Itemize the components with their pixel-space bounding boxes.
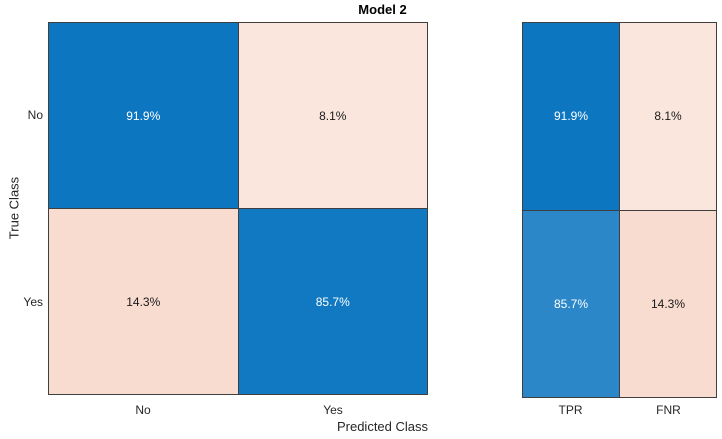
matrix-cell-no-no: 91.9% (49, 23, 238, 208)
summary-cell-value: 85.7% (553, 296, 589, 311)
matrix-cell-value: 85.7% (315, 294, 350, 309)
y-axis-label: True Class (6, 176, 22, 240)
x-tick-yes: Yes (323, 403, 343, 417)
x-axis-label: Predicted Class (336, 419, 429, 434)
matrix-cell-value: 91.9% (126, 108, 161, 123)
summary-cell-value: 8.1% (654, 109, 682, 124)
summary-cell-value: 14.3% (650, 296, 686, 311)
summary-cell-yes-fnr: 14.3% (620, 210, 716, 397)
x-tick-no: No (135, 403, 151, 417)
row-summary-panel: 91.9% 8.1% 85.7% 14.3% (522, 22, 717, 398)
matrix-cell-no-yes: 8.1% (238, 23, 427, 208)
summary-cell-no-fnr: 8.1% (620, 23, 716, 210)
summary-cell-value: 91.9% (553, 109, 589, 124)
confusion-matrix-panel: 91.9% 8.1% 14.3% 85.7% (48, 22, 428, 395)
x-tick-fnr: FNR (656, 403, 681, 417)
x-tick-tpr: TPR (558, 403, 583, 417)
y-tick-no: No (27, 108, 43, 122)
matrix-cell-yes-no: 14.3% (49, 209, 238, 394)
summary-cell-yes-tpr: 85.7% (523, 210, 619, 397)
y-tick-yes: Yes (23, 295, 43, 309)
summary-cell-no-tpr: 91.9% (523, 23, 619, 210)
matrix-cell-value: 8.1% (319, 108, 347, 123)
chart-title: Model 2 (358, 2, 407, 17)
matrix-cell-yes-yes: 85.7% (238, 209, 427, 394)
matrix-cell-value: 14.3% (126, 294, 161, 309)
